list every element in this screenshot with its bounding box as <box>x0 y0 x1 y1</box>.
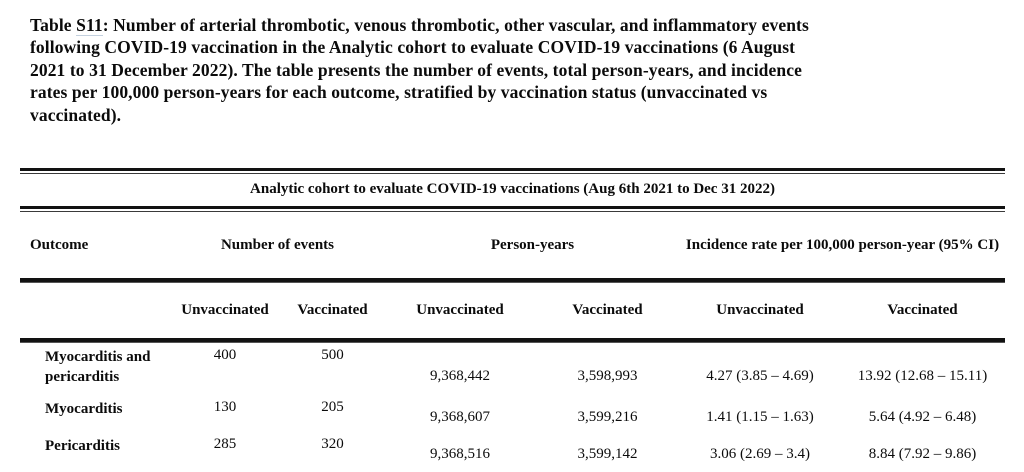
events-vaccinated-value: 205 <box>321 399 344 416</box>
caption-text: Number of arterial thrombotic, venous th… <box>113 15 809 35</box>
column-header-number-of-events: Number of events <box>220 236 335 253</box>
events-vaccinated-value: 320 <box>321 436 344 453</box>
column-header-person-years: Person-years <box>490 236 575 253</box>
py-unvaccinated-value: 9,368,607 <box>430 409 490 426</box>
ir-vaccinated-value: 5.64 (4.92 – 6.48) <box>868 409 977 426</box>
sub-header-row: Unvaccinated Vaccinated Unvaccinated Vac… <box>20 283 1005 338</box>
subheader-ir-vaccinated: Vaccinated <box>887 302 958 319</box>
cohort-title: Analytic cohort to evaluate COVID-19 vac… <box>250 181 775 198</box>
ir-vaccinated-value: 8.84 (7.92 – 9.86) <box>868 446 977 463</box>
group-header-row: Outcome Number of events Person-years In… <box>20 212 1005 278</box>
table-row: Myocarditis 130 205 9,368,607 3,599,216 … <box>20 395 1005 432</box>
caption-line: vaccinated). <box>30 104 122 125</box>
py-unvaccinated-value: 9,368,442 <box>430 368 490 385</box>
outcome-label: Myocarditis <box>45 401 123 418</box>
column-header-incidence-rate: Incidence rate per 100,000 person-year (… <box>685 236 1000 253</box>
events-unvaccinated-value: 130 <box>213 399 237 416</box>
caption-line: following COVID-19 vaccination in the An… <box>30 37 796 58</box>
py-unvaccinated-value: 9,368,516 <box>430 446 490 463</box>
caption-table-id: S11 <box>76 15 103 36</box>
caption-line: Table S11: Number of arterial thrombotic… <box>30 14 994 36</box>
subheader-py-vaccinated: Vaccinated <box>572 302 643 319</box>
py-vaccinated-value: 3,599,142 <box>577 446 638 463</box>
py-vaccinated-value: 3,599,216 <box>577 409 638 426</box>
subheader-events-unvaccinated: Unvaccinated <box>181 302 269 319</box>
results-table: Analytic cohort to evaluate COVID-19 vac… <box>20 168 1005 469</box>
column-header-outcome: Outcome <box>30 236 89 253</box>
caption-line: rates per 100,000 person-years for each … <box>30 82 768 103</box>
ir-vaccinated-value: 13.92 (12.68 – 15.11) <box>857 368 988 385</box>
outcome-label: Pericarditis <box>45 438 120 455</box>
table-top-rule <box>20 168 1005 175</box>
outcome-label: Myocarditis and pericarditis <box>45 349 151 386</box>
table-caption: Table S11: Number of arterial thrombotic… <box>30 14 994 126</box>
ir-unvaccinated-value: 3.06 (2.69 – 3.4) <box>710 446 810 463</box>
table-row: Pericarditis 285 320 9,368,516 3,599,142… <box>20 432 1005 469</box>
py-vaccinated-value: 3,598,993 <box>577 368 638 385</box>
ir-unvaccinated-value: 4.27 (3.85 – 4.69) <box>706 368 814 385</box>
caption-line: 2021 to 31 December 2022). The table pre… <box>30 59 802 80</box>
events-vaccinated-value: 500 <box>321 347 344 364</box>
caption-colon: : <box>102 15 114 35</box>
ir-unvaccinated-value: 1.41 (1.15 – 1.63) <box>706 409 814 426</box>
group-header-rule <box>20 278 1005 284</box>
caption-table-word: Table <box>30 15 77 35</box>
subheader-py-unvaccinated: Unvaccinated <box>416 302 504 319</box>
events-unvaccinated-value: 285 <box>213 436 237 453</box>
cohort-bottom-rule <box>20 206 1005 213</box>
subheader-ir-unvaccinated: Unvaccinated <box>716 302 804 319</box>
table-row: Myocarditis and pericarditis 400 500 9,3… <box>20 343 1005 395</box>
sub-header-rule <box>20 338 1005 344</box>
events-unvaccinated-value: 400 <box>213 347 237 364</box>
subheader-events-vaccinated: Vaccinated <box>297 302 368 319</box>
